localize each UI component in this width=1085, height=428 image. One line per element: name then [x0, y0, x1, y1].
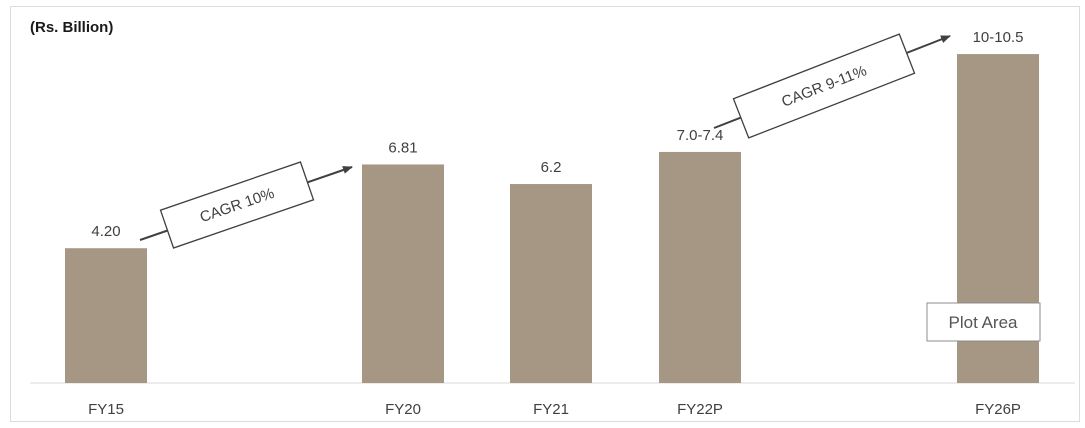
plot-area-tooltip: Plot Area — [926, 302, 1041, 342]
bar-fy22p — [659, 151, 741, 383]
x-tick-label-fy20: FY20 — [385, 401, 421, 418]
value-label-fy21: 6.2 — [541, 159, 562, 176]
value-label-fy22p: 7.0-7.4 — [677, 127, 724, 144]
x-tick-label-fy26p: FY26P — [975, 401, 1021, 418]
cagr-box-2 — [732, 33, 916, 139]
bar-fy21 — [510, 184, 592, 383]
value-label-fy15: 4.20 — [91, 223, 120, 240]
tooltip-box — [926, 302, 1041, 342]
cagr-callout-2: CAGR 9-11% — [732, 33, 916, 139]
chart-frame — [10, 6, 1080, 422]
cagr-box-1 — [159, 161, 315, 249]
annotations-group: CAGR 10% CAGR 9-11% — [139, 33, 951, 249]
x-tick-label-fy22p: FY22P — [677, 401, 723, 418]
unit-label: (Rs. Billion) — [30, 19, 113, 36]
x-tick-label-fy15: FY15 — [88, 401, 124, 418]
tooltip-text: Plot Area — [949, 313, 1019, 332]
value-label-fy20: 6.81 — [388, 139, 417, 156]
cagr-callout-1: CAGR 10% — [159, 161, 315, 249]
bar-fy20 — [362, 164, 444, 383]
bar-fy15 — [65, 248, 147, 383]
x-tick-label-fy21: FY21 — [533, 401, 569, 418]
value-label-fy26p: 10-10.5 — [973, 29, 1024, 46]
